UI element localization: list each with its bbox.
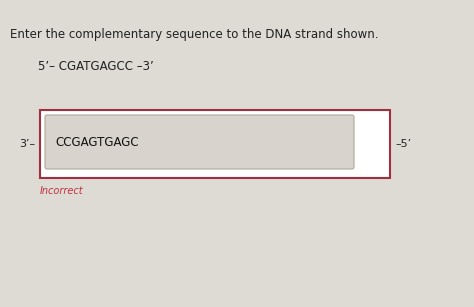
FancyBboxPatch shape bbox=[45, 115, 354, 169]
Text: 3’–: 3’– bbox=[19, 139, 35, 149]
Text: CCGAGTGAGC: CCGAGTGAGC bbox=[55, 135, 138, 149]
Text: Enter the complementary sequence to the DNA strand shown.: Enter the complementary sequence to the … bbox=[10, 28, 379, 41]
FancyBboxPatch shape bbox=[40, 110, 390, 178]
Text: 5’– CGATGAGCC –3’: 5’– CGATGAGCC –3’ bbox=[38, 60, 154, 73]
Text: –5’: –5’ bbox=[395, 139, 411, 149]
Text: Incorrect: Incorrect bbox=[40, 186, 83, 196]
